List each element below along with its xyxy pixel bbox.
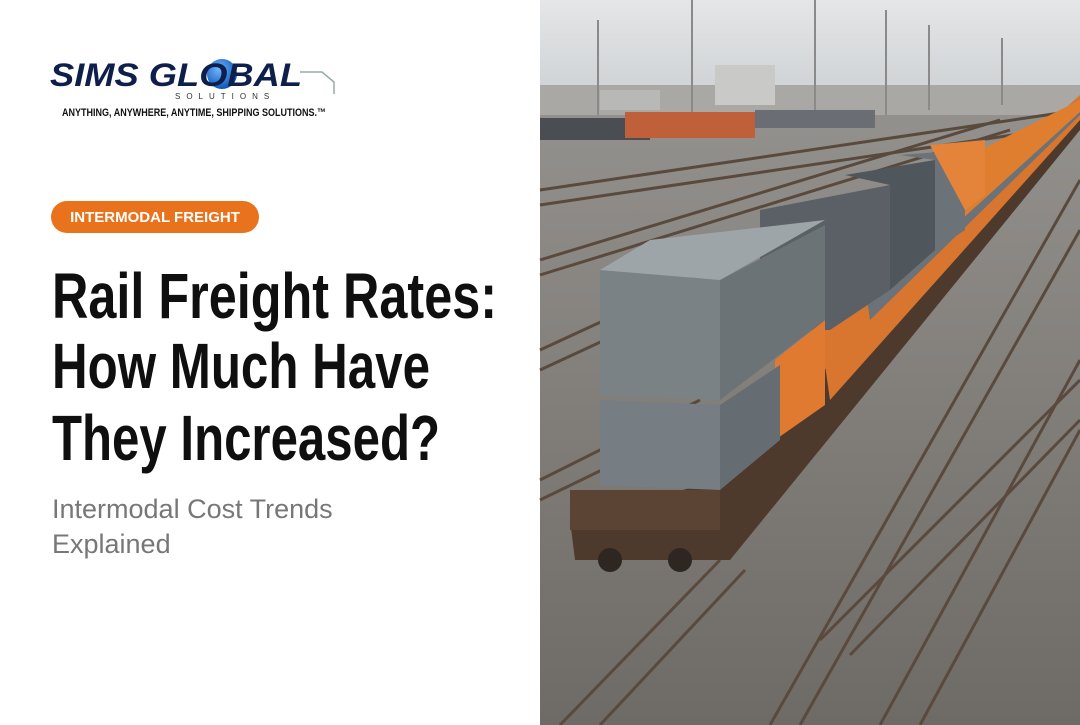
logo: SIMS GLOBAL SOLUTIONS ANYTHING, ANYWHERE… [50,57,335,119]
logo-name: SIMS GLOBAL [50,57,302,93]
subtitle: Intermodal Cost Trends Explained [52,494,333,559]
logo-tagline: ANYTHING, ANYWHERE, ANYTIME, SHIPPING SO… [62,107,326,119]
badge [51,201,259,233]
logo-globe [207,59,237,89]
title-line: Rail Freight Rates: [52,260,497,332]
subtitle-line: Intermodal Cost Trends [52,494,333,524]
title: Rail Freight Rates: How Much Have They I… [52,260,497,474]
logo-sub: SOLUTIONS [175,92,275,101]
left-panel [0,0,540,725]
title-line: They Increased? [52,402,440,474]
title-line: How Much Have [52,330,430,402]
subtitle-line: Explained [52,529,171,559]
photo [539,0,1080,725]
badge-label: INTERMODAL FREIGHT [70,209,240,226]
